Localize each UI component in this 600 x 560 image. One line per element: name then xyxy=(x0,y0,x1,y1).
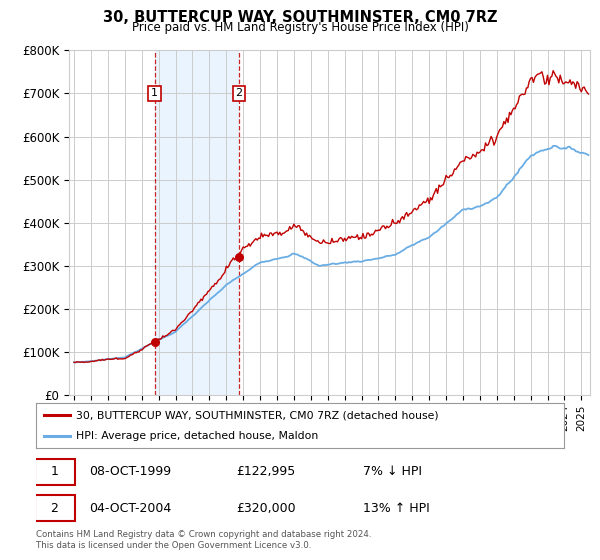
Text: 1: 1 xyxy=(151,88,158,99)
Text: HPI: Average price, detached house, Maldon: HPI: Average price, detached house, Mald… xyxy=(76,431,318,441)
Text: £122,995: £122,995 xyxy=(236,465,296,478)
Text: 30, BUTTERCUP WAY, SOUTHMINSTER, CM0 7RZ: 30, BUTTERCUP WAY, SOUTHMINSTER, CM0 7RZ xyxy=(103,10,497,25)
FancyBboxPatch shape xyxy=(35,495,74,521)
Text: 1: 1 xyxy=(50,465,58,478)
FancyBboxPatch shape xyxy=(35,459,74,485)
Text: 13% ↑ HPI: 13% ↑ HPI xyxy=(364,502,430,515)
Text: £320,000: £320,000 xyxy=(236,502,296,515)
Text: Contains HM Land Registry data © Crown copyright and database right 2024.
This d: Contains HM Land Registry data © Crown c… xyxy=(36,530,371,550)
Text: 30, BUTTERCUP WAY, SOUTHMINSTER, CM0 7RZ (detached house): 30, BUTTERCUP WAY, SOUTHMINSTER, CM0 7RZ… xyxy=(76,410,438,421)
Text: 04-OCT-2004: 04-OCT-2004 xyxy=(89,502,171,515)
Text: 2: 2 xyxy=(50,502,58,515)
Bar xyxy=(155,50,239,395)
Text: 7% ↓ HPI: 7% ↓ HPI xyxy=(364,465,422,478)
Text: Price paid vs. HM Land Registry's House Price Index (HPI): Price paid vs. HM Land Registry's House … xyxy=(131,21,469,34)
Text: 08-OCT-1999: 08-OCT-1999 xyxy=(89,465,171,478)
Text: 2: 2 xyxy=(235,88,242,99)
